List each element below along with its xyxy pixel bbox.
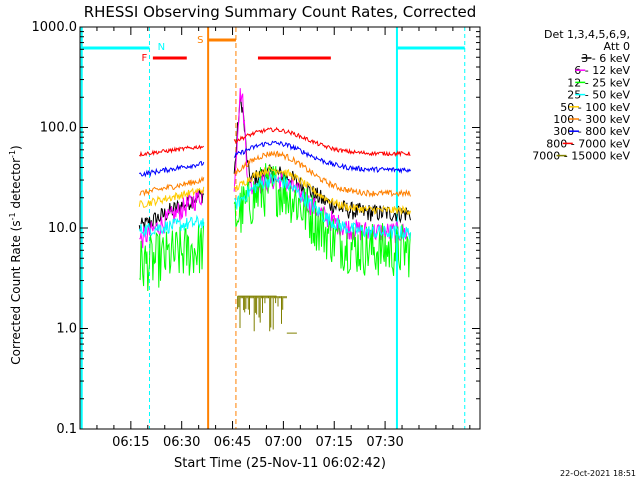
flag-layer: NF S [80,35,465,64]
y-tick-label: 0.1 [56,422,77,437]
y-axis-label-end: ) [9,145,23,150]
y-tick-label: 100.0 [40,121,77,136]
series-line-2 [139,88,411,249]
legend-label-6: 100 - 300 keV [553,113,630,126]
y-axis-label: Corrected Count Rate (s-1 detector-1) [8,145,23,364]
y-tick-label: 10.0 [48,221,77,236]
x-tick-label: 06:45 [214,435,251,450]
series-line-4 [138,173,411,241]
axes-layer: 0.1 1.0 10.0 100.0 1000.0 06:15 06:30 06:45 07:0… [32,20,481,450]
x-tick-label: 07:30 [366,435,403,450]
y-axis-label-sup2: -1 [8,150,17,158]
y-tick-label: 1000.0 [32,20,78,35]
legend-header-detectors: Det 1,3,4,5,6,9, [544,28,630,41]
series-line-5 [138,165,411,216]
legend-label-4: 25 - 50 keV [567,89,630,102]
legend-label-7: 300 - 800 keV [553,125,630,138]
footer-timestamp: 22-Oct-2021 18:51 [560,469,636,478]
flag-label-s: S [197,35,203,46]
x-tick-label: 06:30 [163,435,200,450]
legend-label-9: 7000 - 15000 keV [532,150,630,163]
chart-title: RHESSI Observing Summary Count Rates, Co… [84,3,477,21]
legend-label-1: 3 - 6 keV [581,52,630,65]
series-line-8 [139,126,411,158]
y-axis-label-mid: detector [9,158,23,213]
flag-label-f: F [142,53,148,64]
y-axis-label-sup1: -1 [8,212,17,220]
flag-label-n: N [158,42,165,53]
series-line-7 [138,140,411,178]
y-axis-label-main: Corrected Count Rate (s [9,220,23,364]
series-line-9 [237,295,297,334]
x-tick-label: 06:15 [112,435,149,450]
legend-label-2: 6 - 12 keV [574,64,630,77]
x-axis-label: Start Time (25-Nov-11 06:02:42) [174,456,386,471]
legend-label-8: 800 - 7000 keV [546,137,630,150]
x-tick-label: 07:00 [265,435,302,450]
legend-header-attenuator: Att 0 [604,40,630,53]
x-tick-label: 07:15 [316,435,353,450]
series-line-6 [139,150,411,198]
legend-label-5: 50 - 100 keV [560,101,630,114]
y-tick-label: 1.0 [56,322,77,337]
legend-label-3: 12 - 25 keV [567,76,630,89]
series-layer [138,88,411,334]
